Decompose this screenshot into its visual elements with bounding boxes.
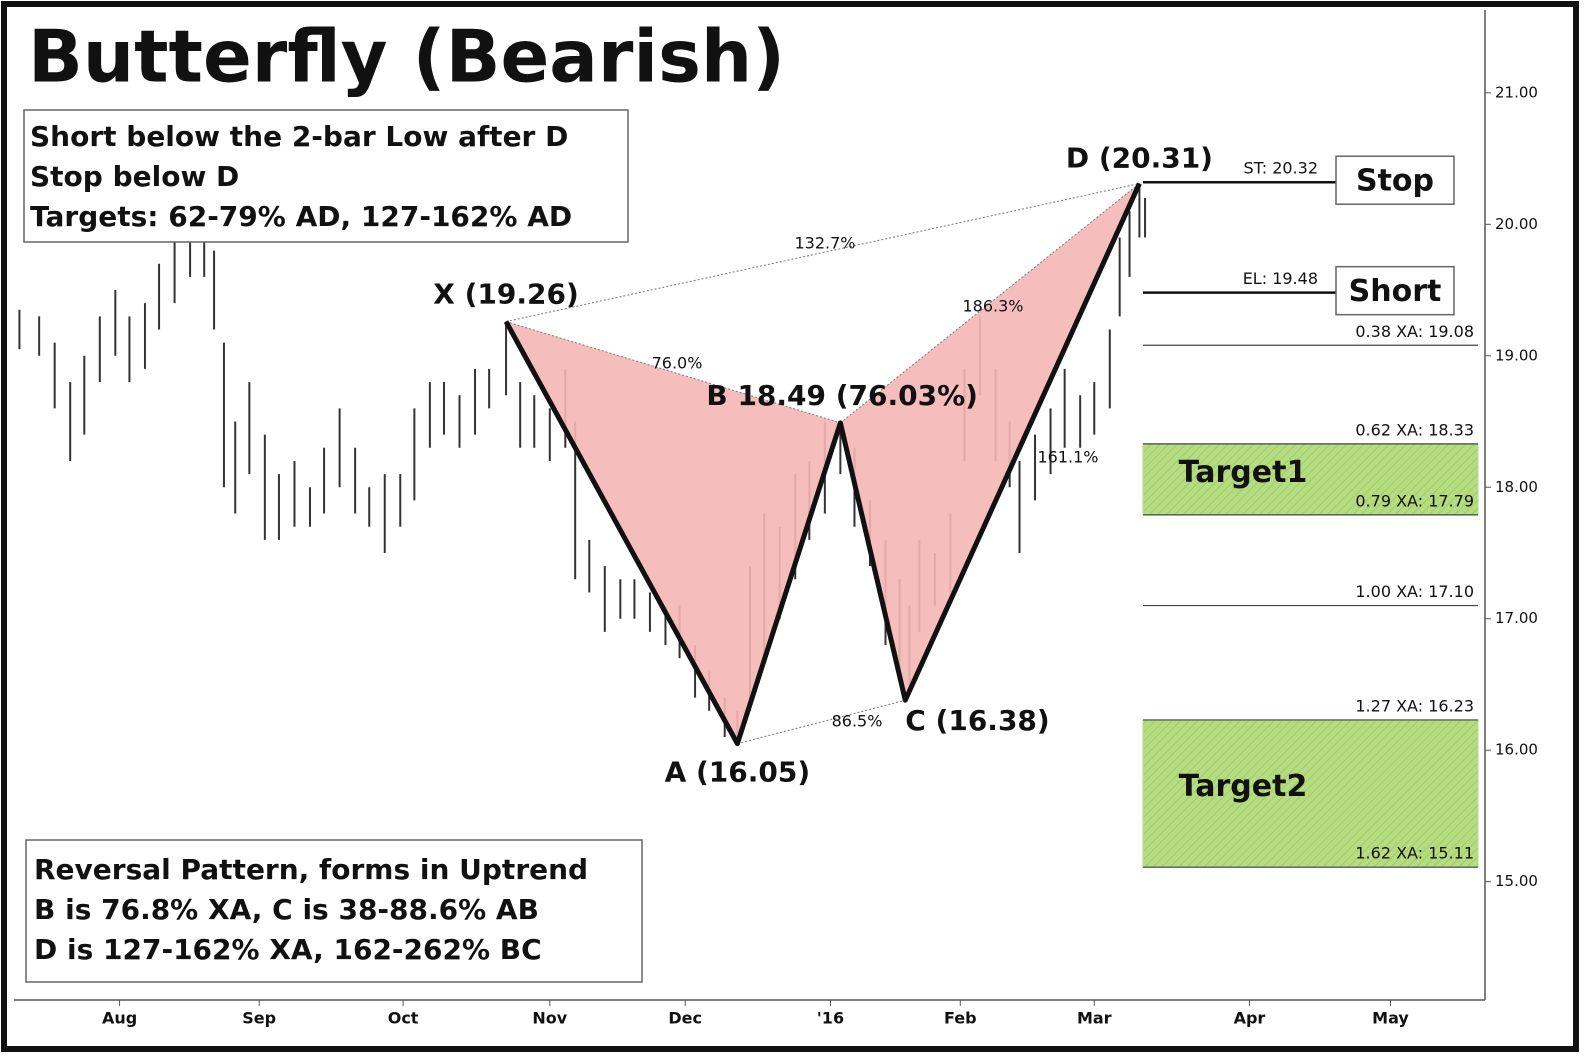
x-tick-label: '16	[817, 1009, 844, 1028]
y-tick-label: 18.00	[1495, 478, 1538, 496]
x-tick-label: Nov	[532, 1009, 567, 1028]
y-tick-label: 20.00	[1495, 215, 1538, 233]
pattern-triangle	[506, 321, 841, 744]
point-label: C (16.38)	[905, 704, 1049, 737]
ratio-label: 86.5%	[832, 712, 883, 731]
tag-label: Stop	[1356, 164, 1434, 199]
zone-label: Target2	[1179, 769, 1308, 804]
ratio-label: 76.0%	[652, 354, 703, 373]
ratio-line	[737, 699, 906, 745]
ratio-label: 132.7%	[794, 234, 855, 253]
point-label: D (20.31)	[1066, 142, 1213, 175]
point-label: B 18.49 (76.03%)	[706, 379, 978, 412]
level-label: EL: 19.48	[1243, 269, 1318, 288]
x-tick-label: Apr	[1234, 1009, 1266, 1028]
level-label: 1.27 XA: 16.23	[1355, 696, 1474, 715]
y-tick-label: 15.00	[1495, 872, 1538, 890]
y-tick-label: 17.00	[1495, 609, 1538, 627]
note-line: D is 127-162% XA, 162-262% BC	[34, 933, 542, 966]
ratio-label: 161.1%	[1037, 448, 1098, 467]
level-label: 0.38 XA: 19.08	[1355, 322, 1474, 341]
note-box	[23, 109, 629, 243]
y-tick-label: 21.00	[1495, 83, 1538, 101]
x-tick-label: Aug	[102, 1009, 137, 1028]
target-zone	[1142, 719, 1479, 868]
x-tick-label: Dec	[668, 1009, 702, 1028]
note-line: Short below the 2-bar Low after D	[30, 120, 568, 153]
x-tick-label: Sep	[242, 1009, 276, 1028]
level-label: 0.62 XA: 18.33	[1355, 420, 1474, 439]
level-label: 0.79 XA: 17.79	[1355, 491, 1474, 510]
tag-box	[1335, 265, 1455, 316]
level-label: ST: 20.32	[1244, 159, 1318, 178]
y-tick-label: 16.00	[1495, 741, 1538, 759]
x-tick-label: Feb	[944, 1009, 977, 1028]
note-box	[25, 839, 643, 983]
pattern-leg	[503, 182, 1142, 747]
level-label: 1.62 XA: 15.11	[1355, 844, 1474, 863]
note-line: Stop below D	[30, 160, 239, 193]
ratio-label: 186.3%	[962, 297, 1023, 316]
note-line: Targets: 62-79% AD, 127-162% AD	[30, 200, 572, 233]
x-tick-label: May	[1372, 1009, 1409, 1028]
y-tick-label: 19.00	[1495, 346, 1538, 364]
pattern-triangle	[840, 183, 1140, 701]
note-line: Reversal Pattern, forms in Uptrend	[34, 853, 588, 886]
chart-title: Butterfly (Bearish)	[28, 15, 785, 99]
tag-box	[1335, 155, 1455, 205]
level-label: 1.00 XA: 17.10	[1355, 582, 1474, 601]
ratio-line	[505, 183, 1140, 323]
tag-label: Short	[1349, 274, 1442, 309]
zone-label: Target1	[1179, 455, 1308, 490]
note-line: B is 76.8% XA, C is 38-88.6% AB	[34, 893, 539, 926]
x-tick-label: Oct	[388, 1009, 419, 1028]
point-label: A (16.05)	[665, 756, 811, 789]
point-label: X (19.26)	[433, 278, 579, 311]
x-tick-label: Mar	[1077, 1009, 1112, 1028]
